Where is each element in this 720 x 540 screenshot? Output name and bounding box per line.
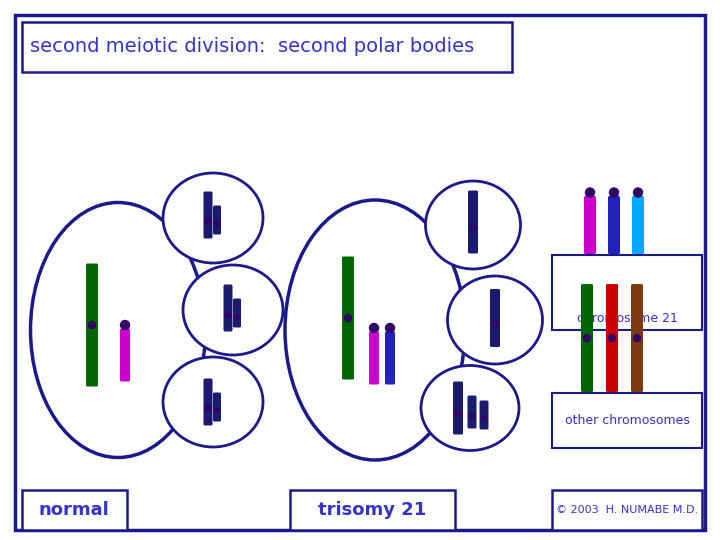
FancyBboxPatch shape <box>584 196 596 254</box>
FancyBboxPatch shape <box>608 196 620 254</box>
Text: trisomy 21: trisomy 21 <box>318 501 426 519</box>
Circle shape <box>215 222 219 226</box>
Circle shape <box>235 315 239 319</box>
FancyBboxPatch shape <box>369 332 379 384</box>
Text: © 2003  H. NUMABE M.D.: © 2003 H. NUMABE M.D. <box>556 505 698 515</box>
FancyBboxPatch shape <box>342 256 354 380</box>
Ellipse shape <box>163 173 263 263</box>
Bar <box>22 22 512 72</box>
Bar <box>290 490 455 530</box>
Bar <box>552 393 702 448</box>
FancyBboxPatch shape <box>632 196 644 254</box>
Text: other chromosomes: other chromosomes <box>564 414 690 427</box>
FancyBboxPatch shape <box>490 289 500 347</box>
Circle shape <box>205 406 210 411</box>
Circle shape <box>385 323 395 333</box>
Ellipse shape <box>30 202 205 457</box>
Circle shape <box>585 188 595 197</box>
Bar <box>552 255 702 330</box>
Circle shape <box>225 312 230 317</box>
FancyBboxPatch shape <box>467 395 477 429</box>
FancyBboxPatch shape <box>385 332 395 384</box>
Ellipse shape <box>426 181 521 269</box>
FancyBboxPatch shape <box>233 299 241 327</box>
Ellipse shape <box>285 200 465 460</box>
Circle shape <box>492 321 498 326</box>
FancyBboxPatch shape <box>204 192 212 239</box>
Ellipse shape <box>163 357 263 447</box>
Bar <box>22 490 127 530</box>
Circle shape <box>215 409 219 413</box>
Circle shape <box>583 334 590 341</box>
Circle shape <box>470 414 474 418</box>
Text: normal: normal <box>39 501 109 519</box>
Circle shape <box>610 188 618 197</box>
Circle shape <box>470 226 475 231</box>
Ellipse shape <box>183 265 283 355</box>
FancyBboxPatch shape <box>120 328 130 381</box>
Circle shape <box>634 334 641 341</box>
FancyBboxPatch shape <box>453 381 463 435</box>
Circle shape <box>89 321 96 328</box>
Bar <box>552 490 702 530</box>
Circle shape <box>344 314 351 321</box>
FancyBboxPatch shape <box>468 191 478 253</box>
FancyBboxPatch shape <box>86 264 98 387</box>
FancyBboxPatch shape <box>204 379 212 426</box>
Circle shape <box>456 411 461 416</box>
Circle shape <box>369 323 379 333</box>
FancyBboxPatch shape <box>213 393 221 422</box>
Circle shape <box>608 334 616 341</box>
Circle shape <box>120 321 130 329</box>
Ellipse shape <box>421 366 519 450</box>
Circle shape <box>634 188 642 197</box>
Text: chromosome 21: chromosome 21 <box>577 312 678 325</box>
Circle shape <box>205 219 210 224</box>
FancyBboxPatch shape <box>223 285 233 332</box>
Text: second meiotic division:  second polar bodies: second meiotic division: second polar bo… <box>30 37 474 57</box>
FancyBboxPatch shape <box>213 206 221 234</box>
FancyBboxPatch shape <box>631 284 643 392</box>
Ellipse shape <box>448 276 542 364</box>
FancyBboxPatch shape <box>581 284 593 392</box>
Circle shape <box>482 416 486 420</box>
FancyBboxPatch shape <box>606 284 618 392</box>
FancyBboxPatch shape <box>480 401 488 429</box>
